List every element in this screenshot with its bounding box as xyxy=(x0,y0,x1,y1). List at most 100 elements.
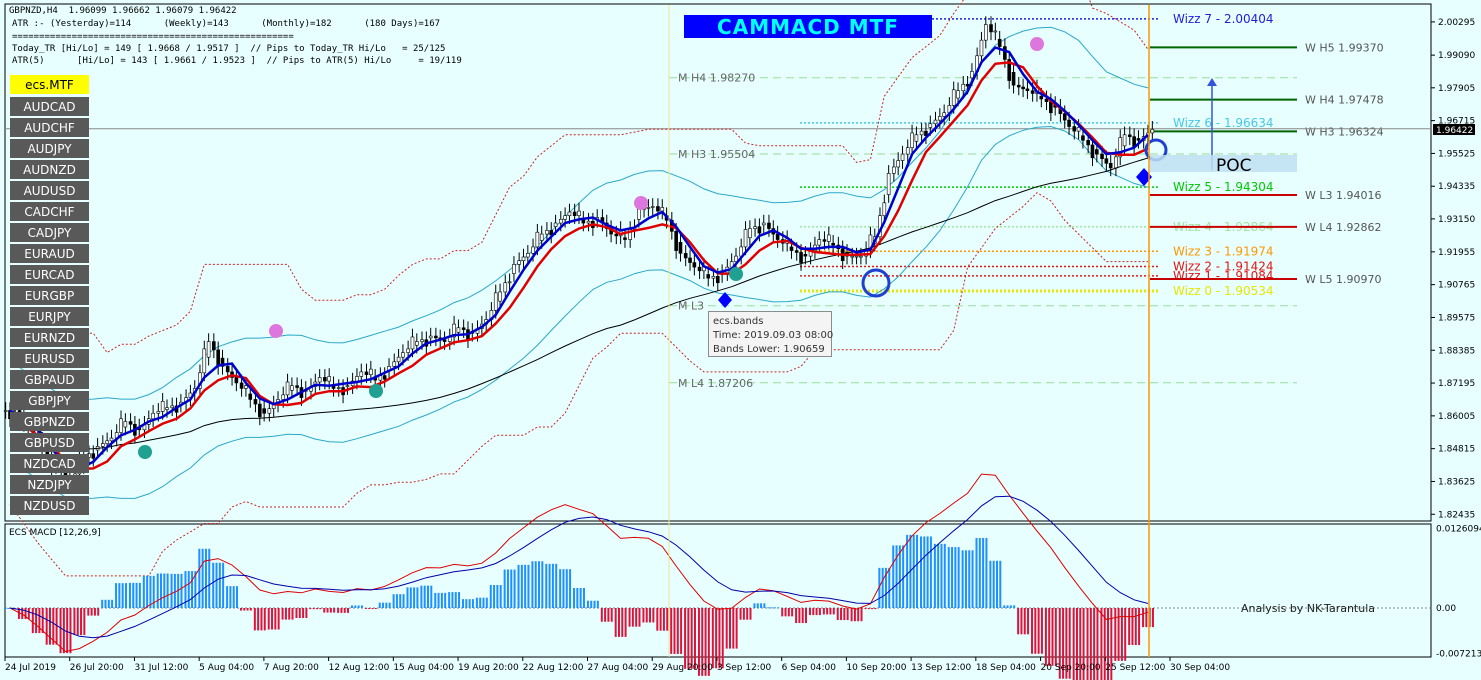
macd-bar xyxy=(93,608,96,616)
candle-body xyxy=(577,210,581,216)
macd-bar xyxy=(746,608,749,620)
macd-bar xyxy=(513,569,516,609)
symbol-button-audcad[interactable]: AUDCAD xyxy=(10,97,89,116)
macd-bar xyxy=(80,608,83,636)
candle-body xyxy=(521,256,526,262)
macd-bar xyxy=(434,592,437,609)
macd-bar xyxy=(298,608,301,619)
macd-bar xyxy=(1048,608,1051,666)
candle-body xyxy=(1100,153,1104,160)
candle-body xyxy=(854,255,859,258)
price-axis: 2.00295 1.99090 1.97905 1.96715 1.95525 1.943… xyxy=(1431,18,1475,520)
macd-bar xyxy=(440,592,443,609)
macd-bar xyxy=(201,548,204,609)
macd-bar xyxy=(628,608,631,627)
macd-bar xyxy=(1027,608,1030,635)
symbol-button-eurnzd[interactable]: EURNZD xyxy=(10,328,89,347)
macd-bar xyxy=(975,537,978,609)
candle-body xyxy=(614,233,619,237)
symbol-button-audusd[interactable]: AUDUSD xyxy=(10,181,89,200)
symbol-button-eurgbp[interactable]: EURGBP xyxy=(10,286,89,305)
macd-bar xyxy=(48,608,51,645)
macd-bar xyxy=(76,608,79,636)
candle-body xyxy=(392,361,397,367)
macd-bar xyxy=(152,575,155,609)
candle-body xyxy=(734,255,738,262)
candle-body xyxy=(1104,158,1109,164)
macd-bar xyxy=(326,608,329,613)
price-tick-label: 1.82435 xyxy=(1438,510,1475,520)
candle-body xyxy=(1044,98,1049,103)
candle-body xyxy=(507,281,512,284)
symbol-button-nzdusd[interactable]: NZDUSD xyxy=(10,496,89,515)
macd-bar xyxy=(160,573,163,609)
macd-bar xyxy=(118,583,121,609)
candle-body xyxy=(119,418,123,433)
macd-bar xyxy=(340,608,343,613)
symbol-button-nzdcad[interactable]: NZDCAD xyxy=(10,454,89,473)
candle-body xyxy=(799,252,803,263)
macd-bar xyxy=(569,569,572,609)
candle-body xyxy=(216,349,220,367)
candle-body xyxy=(267,408,272,414)
candle-body xyxy=(401,352,405,358)
symbol-button-audnzd[interactable]: AUDNZD xyxy=(10,160,89,179)
macd-bar xyxy=(170,573,173,609)
macd-bar xyxy=(232,586,235,609)
symbol-button-gbpnzd[interactable]: GBPNZD xyxy=(10,412,89,431)
candle-body xyxy=(715,276,720,284)
candle-body xyxy=(91,453,96,459)
macd-bar xyxy=(995,560,998,609)
macd-bar xyxy=(21,608,24,620)
candle-body xyxy=(206,341,211,358)
time-tick-label: 15 Aug 04:00 xyxy=(393,663,454,673)
macd-bar xyxy=(729,608,732,649)
macd-bar xyxy=(1037,608,1040,654)
today-tr-line: Today_TR [Hi/Lo] = 149 [ 1.9668 / 1.9517… xyxy=(12,44,446,54)
candle-body xyxy=(965,83,970,87)
symbol-button-cadchf[interactable]: CADCHF xyxy=(10,202,89,221)
candle-body xyxy=(646,207,651,209)
symbol-button-eurcad[interactable]: EURCAD xyxy=(10,265,89,284)
symbol-button-audchf[interactable]: AUDCHF xyxy=(10,118,89,137)
symbol-button-cadjpy[interactable]: CADJPY xyxy=(10,223,89,242)
tooltip-line3: Bands Lower: 1.90659 xyxy=(713,344,825,355)
macd-bar xyxy=(115,583,118,609)
symbol-button-gbpjpy[interactable]: GBPJPY xyxy=(10,391,89,410)
symbol-button-gbpusd[interactable]: GBPUSD xyxy=(10,433,89,452)
macd-bar xyxy=(808,608,811,616)
symbol-button-gbpaud[interactable]: GBPAUD xyxy=(10,370,89,389)
candle-body xyxy=(253,399,258,405)
macd-bar xyxy=(857,608,860,622)
macd-bar xyxy=(458,592,461,609)
macd-bar xyxy=(399,594,402,609)
candle-body xyxy=(753,226,757,229)
symbol-button-active[interactable]: ecs.MTF xyxy=(10,75,89,94)
macd-bar xyxy=(989,560,992,609)
macd-bar xyxy=(693,608,696,669)
weekly-level-label: W L5 1.90970 xyxy=(1305,273,1381,286)
candle-body xyxy=(336,387,341,389)
macd-bar xyxy=(1013,605,1016,609)
symbol-button-euraud[interactable]: EURAUD xyxy=(10,244,89,263)
macd-signal xyxy=(9,495,1149,639)
macd-bar xyxy=(742,608,745,620)
symbol-button-eurjpy[interactable]: EURJPY xyxy=(10,307,89,326)
price-tick-label: 1.94335 xyxy=(1438,182,1475,192)
macd-bar xyxy=(506,569,509,609)
macd-bar xyxy=(670,608,673,654)
macd-bar xyxy=(906,534,909,609)
symbol-button-eurusd[interactable]: EURUSD xyxy=(10,349,89,368)
macd-bar xyxy=(493,585,496,609)
symbol-button-audjpy[interactable]: AUDJPY xyxy=(10,139,89,158)
macd-bar xyxy=(614,608,617,637)
wizz-level-label: Wizz 2 - 1.91424 xyxy=(1173,259,1274,273)
symbol-button-nzdjpy[interactable]: NZDJPY xyxy=(10,475,89,494)
candle-body xyxy=(415,341,419,346)
candle-body xyxy=(951,89,956,106)
macd-bar xyxy=(604,608,607,622)
macd-bar xyxy=(41,608,44,634)
macd-bar xyxy=(964,550,967,609)
candle-body xyxy=(775,233,780,240)
